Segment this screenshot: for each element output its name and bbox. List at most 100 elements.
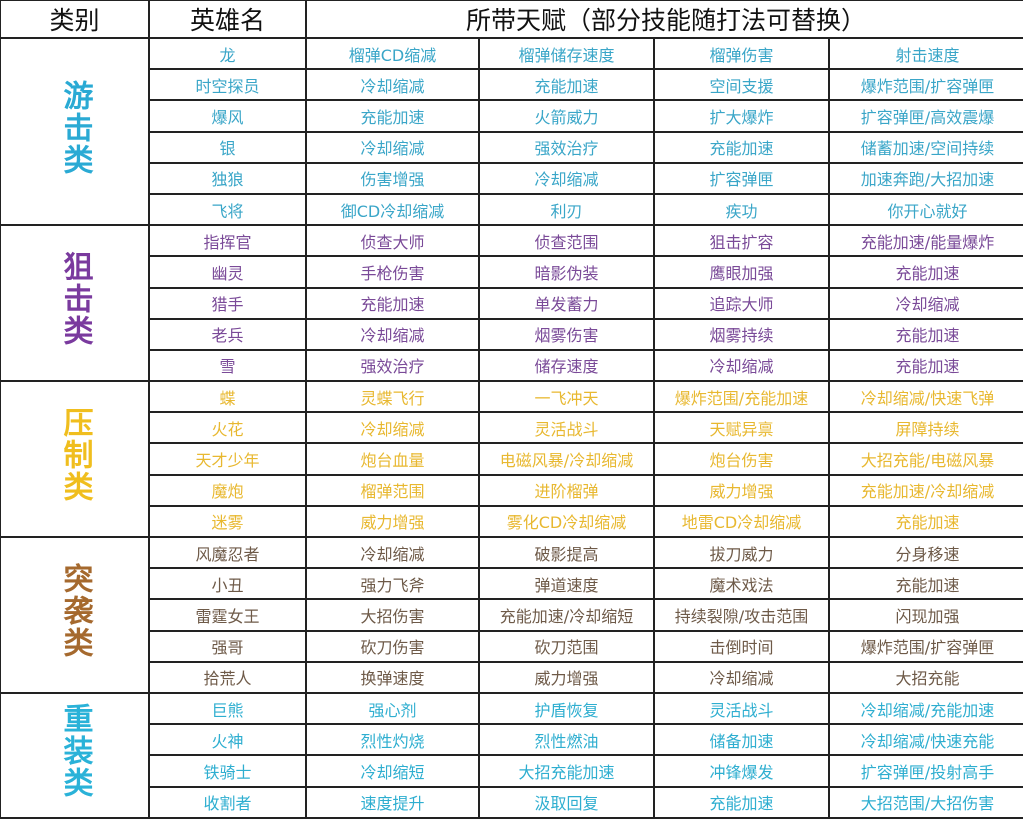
talent-3-cell: 爆炸范围/充能加速 — [653, 380, 830, 414]
talent-3-cell: 狙击扩容 — [653, 224, 830, 258]
talent-3-cell: 榴弹伤害 — [653, 36, 830, 71]
talent-1-cell: 侦查大师 — [305, 224, 480, 258]
talent-1-cell: 手枪伤害 — [305, 255, 480, 289]
talent-2-cell: 破影提高 — [478, 535, 655, 570]
talent-1-cell: 冷却缩减 — [305, 130, 480, 164]
table-body: 游击类龙榴弹CD缩减 榴弹储存速度 榴弹伤害 射击速度 时空探员 冷却缩减 充能加速 空间支援… — [0, 36, 1023, 819]
table-row: 时空探员 冷却缩减 充能加速 空间支援 爆炸范围/扩容弹匣 — [0, 68, 1023, 102]
talent-1-cell: 充能加速 — [305, 99, 480, 133]
talent-4-cell: 充能加速 — [827, 317, 1023, 351]
hero-name-cell: 蝶 — [148, 380, 307, 414]
talent-1-cell: 换弹速度 — [305, 660, 480, 694]
table-row: 收割者 速度提升 汲取回复 充能加速 大招范围/大招伤害 — [0, 785, 1023, 819]
talent-3-cell: 击倒时间 — [653, 629, 830, 663]
talent-3-cell: 鹰眼加强 — [653, 255, 830, 289]
hero-name-cell: 拾荒人 — [148, 660, 307, 694]
table-row: 迷雾 威力增强 雾化CD冷却缩减 地雷CD冷却缩减 充能加速 — [0, 504, 1023, 539]
hero-name-cell: 小丑 — [148, 567, 307, 601]
category-cell: 重装类 — [0, 691, 150, 819]
talent-4-cell: 冷却缩减/充能加速 — [827, 691, 1023, 726]
talent-4-cell: 冷却缩减/快速充能 — [827, 723, 1023, 757]
talent-2-cell: 汲取回复 — [478, 785, 655, 819]
hero-name-cell: 天才少年 — [148, 442, 307, 476]
talent-2-cell: 砍刀范围 — [478, 629, 655, 663]
talent-3-cell: 空间支援 — [653, 68, 830, 102]
header-hero: 英雄名 — [148, 0, 307, 39]
talent-3-cell: 疾功 — [653, 192, 830, 227]
talent-2-cell: 充能加速 — [478, 68, 655, 102]
talent-1-cell: 强心剂 — [305, 691, 480, 726]
category-label: 狙击类 — [57, 251, 93, 348]
table-row: 小丑 强力飞斧 弹道速度 魔术戏法 充能加速 — [0, 567, 1023, 601]
talent-2-cell: 烟雾伤害 — [478, 317, 655, 351]
hero-name-cell: 风魔忍者 — [148, 535, 307, 570]
table-row: 猎手 充能加速 单发蓄力 追踪大师 冷却缩减 — [0, 286, 1023, 320]
category-cell: 压制类 — [0, 380, 150, 538]
hero-name-cell: 强哥 — [148, 629, 307, 663]
table-row: 幽灵 手枪伤害 暗影伪装 鹰眼加强 充能加速 — [0, 255, 1023, 289]
hero-name-cell: 巨熊 — [148, 691, 307, 726]
talent-1-cell: 冷却缩减 — [305, 317, 480, 351]
table-row: 突袭类 风魔忍者 冷却缩减 破影提高 拔刀威力 分身移速 — [0, 535, 1023, 694]
talent-4-cell: 爆炸范围/扩容弹匣 — [827, 629, 1023, 663]
talent-2-cell: 威力增强 — [478, 660, 655, 694]
hero-name-cell: 火神 — [148, 723, 307, 757]
table-row: 火神 烈性灼烧 烈性燃油 储备加速 冷却缩减/快速充能 — [0, 723, 1023, 757]
table-row: 拾荒人 换弹速度 威力增强 冷却缩减 大招充能 — [0, 660, 1023, 694]
talent-3-cell: 魔术戏法 — [653, 567, 830, 601]
table-row: 压制类 蝶灵蝶飞行 一飞冲天 爆炸范围/充能加速 冷却缩减/快速飞弹 — [0, 380, 1023, 538]
table-row: 铁骑士 冷却缩短 大招充能加速 冲锋爆发 扩容弹匣/投射高手 — [0, 754, 1023, 788]
talent-3-cell: 灵活战斗 — [653, 691, 830, 726]
talent-4-cell: 爆炸范围/扩容弹匣 — [827, 68, 1023, 102]
talent-3-cell: 扩大爆炸 — [653, 99, 830, 133]
talent-3-cell: 冷却缩减 — [653, 660, 830, 694]
talent-4-cell: 大招范围/大招伤害 — [827, 785, 1023, 819]
talent-3-cell: 天赋异禀 — [653, 411, 830, 445]
talent-1-cell: 冷却缩短 — [305, 754, 480, 788]
talent-4-cell: 射击速度 — [827, 36, 1023, 71]
hero-name-cell: 独狼 — [148, 161, 307, 195]
talent-1-cell: 威力增强 — [305, 504, 480, 539]
talent-4-cell: 冷却缩减/快速飞弹 — [827, 380, 1023, 414]
hero-name-cell: 指挥官 — [148, 224, 307, 258]
talent-1-cell: 灵蝶飞行 — [305, 380, 480, 414]
talent-3-cell: 威力增强 — [653, 473, 830, 507]
table-row: 独狼 伤害增强 冷却缩减 扩容弹匣 加速奔跑/大招加速 — [0, 161, 1023, 195]
talent-2-cell: 侦查范围 — [478, 224, 655, 258]
talent-2-cell: 弹道速度 — [478, 567, 655, 601]
hero-name-cell: 火花 — [148, 411, 307, 445]
talent-2-cell: 充能加速/冷却缩短 — [478, 598, 655, 632]
talent-3-cell: 冲锋爆发 — [653, 754, 830, 788]
table-row: 狙击类 指挥官 侦查大师 侦查范围 狙击扩容 充能加速/能量爆炸 — [0, 224, 1023, 383]
hero-name-cell: 老兵 — [148, 317, 307, 351]
talent-1-cell: 御CD冷却缩减 — [305, 192, 480, 227]
table-row: 重装类 巨熊 强心剂 护盾恢复 灵活战斗 冷却缩减/充能加速 — [0, 691, 1023, 819]
talent-3-cell: 持续裂隙/攻击范围 — [653, 598, 830, 632]
table-row: 雪强效治疗 储存速度 冷却缩减 充能加速 — [0, 348, 1023, 383]
talent-4-cell: 扩容弹匣/投射高手 — [827, 754, 1023, 788]
category-cell: 突袭类 — [0, 536, 150, 694]
talent-1-cell: 榴弹范围 — [305, 473, 480, 507]
talent-1-cell: 强效治疗 — [305, 348, 480, 383]
category-label: 突袭类 — [57, 562, 93, 659]
talent-1-cell: 冷却缩减 — [305, 535, 480, 570]
talent-3-cell: 地雷CD冷却缩减 — [653, 504, 830, 539]
talent-2-cell: 储存速度 — [478, 348, 655, 383]
talent-3-cell: 烟雾持续 — [653, 317, 830, 351]
header-talents: 所带天赋（部分技能随打法可替换） — [304, 0, 1023, 39]
table-row: 游击类 龙榴弹CD缩减 榴弹储存速度 榴弹伤害 射击速度 — [0, 36, 1023, 227]
talent-1-cell: 烈性灼烧 — [305, 723, 480, 757]
category-cell: 游击类 — [0, 36, 150, 227]
table-row: 爆风 充能加速 火箭威力 扩大爆炸 扩容弹匣/高效震爆 — [0, 99, 1023, 133]
talent-2-cell: 一飞冲天 — [478, 380, 655, 414]
talent-4-cell: 充能加速/冷却缩减 — [827, 473, 1023, 507]
talent-2-cell: 强效治疗 — [478, 130, 655, 164]
talent-4-cell: 屏障持续 — [827, 411, 1023, 445]
hero-name-cell: 银 — [148, 130, 307, 164]
table-row: 天才少年 炮台血量 电磁风暴/冷却缩减 炮台伤害 大招充能/电磁风暴 — [0, 442, 1023, 476]
talent-1-cell: 榴弹CD缩减 — [305, 36, 480, 71]
talent-1-cell: 砍刀伤害 — [305, 629, 480, 663]
talent-4-cell: 充能加速 — [827, 567, 1023, 601]
hero-name-cell: 时空探员 — [148, 68, 307, 102]
